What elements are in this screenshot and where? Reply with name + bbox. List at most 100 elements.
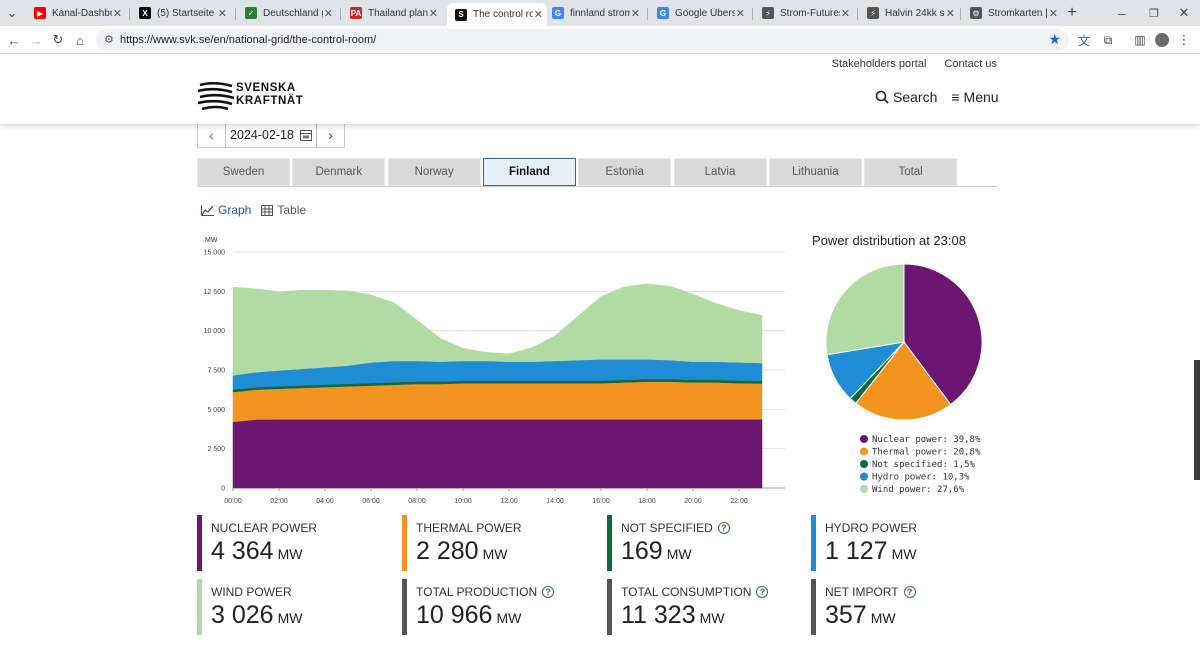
date-input[interactable]: 2024-02-18 — [226, 122, 316, 147]
tab-sweden[interactable]: Sweden — [197, 158, 290, 186]
tab-close-icon[interactable]: ✕ — [840, 7, 850, 20]
top-links: Stakeholders portal Contact us — [832, 58, 997, 70]
restore-window-button[interactable]: ❐ — [1149, 7, 1159, 20]
tab-close-icon[interactable]: ✕ — [735, 7, 745, 20]
pie-slice-nuclear-power[interactable] — [903, 263, 983, 406]
bookmark-star-icon[interactable]: ★ — [1048, 31, 1061, 47]
site-info-icon[interactable]: ⚙ — [104, 34, 114, 46]
tab-close-icon[interactable]: ✕ — [533, 9, 543, 21]
stat-label-text: NUCLEAR POWER — [211, 521, 318, 535]
tab-close-icon[interactable]: ✕ — [112, 7, 122, 20]
stat-total-production: TOTAL PRODUCTION? 10 966 MW — [402, 579, 592, 635]
tab-close-icon[interactable]: ✕ — [630, 7, 640, 20]
table-view-button[interactable]: Table — [261, 203, 306, 217]
sidepanel-icon[interactable]: ▥ — [1134, 33, 1146, 47]
logo-text-line2: KRAFTNÄT — [236, 95, 304, 107]
tab-search-icon[interactable]: ⌄ — [6, 5, 18, 20]
tab-close-icon[interactable]: ✕ — [1048, 7, 1058, 20]
y-tick-label: 15 000 — [204, 250, 226, 257]
browser-tab[interactable]: ▶ Kanal-Dashboard✕ — [26, 3, 126, 23]
next-day-button[interactable]: › — [316, 122, 344, 147]
tab-denmark[interactable]: Denmark — [292, 158, 386, 186]
tab-separator — [857, 8, 858, 20]
stat-value: 11 323 MW — [621, 601, 725, 630]
browser-tab[interactable]: ⚡ Strom-Futures 20✕ — [754, 3, 854, 23]
tab-title: Halvin 24kk sähkö — [885, 7, 945, 19]
forward-button[interactable]: → — [29, 32, 43, 48]
stat-unit: MW — [699, 610, 725, 626]
url-text[interactable]: https://www.svk.se/en/national-grid/the-… — [120, 34, 377, 46]
reload-button[interactable]: ↻ — [52, 32, 64, 47]
tab-finland[interactable]: Finland — [482, 158, 576, 186]
tab-total[interactable]: Total — [864, 158, 958, 186]
tab-favicon-icon: PA — [350, 7, 362, 19]
legend-swatch — [860, 460, 868, 468]
tab-estonia[interactable]: Estonia — [578, 158, 672, 186]
info-icon[interactable]: ? — [903, 586, 916, 598]
minimize-window-button[interactable]: – — [1118, 5, 1126, 21]
tab-lithuania[interactable]: Lithuania — [768, 158, 862, 186]
tab-favicon-icon: X — [139, 7, 151, 19]
x-tick-label: 14:00 — [546, 498, 564, 505]
previous-day-button[interactable]: ‹ — [198, 122, 226, 147]
tab-favicon-icon: ⚡ — [762, 7, 774, 19]
browser-tab[interactable]: ✓ Deutschland gew✕ — [237, 3, 337, 23]
legend-item-thermal-power: Thermal power: 20,8% — [872, 448, 981, 458]
stat-label-text: HYDRO POWER — [825, 521, 918, 535]
browser-tab[interactable]: G Google Übersetzer✕ — [649, 3, 749, 23]
translate-icon[interactable]: 文 — [1077, 33, 1090, 48]
close-window-button[interactable]: ✕ — [1178, 5, 1190, 20]
pie-slice-wind-power[interactable] — [825, 263, 905, 356]
browser-tab[interactable]: ⚙ Stromkarten | CO✕ — [962, 3, 1062, 23]
table-label: Table — [277, 203, 307, 217]
tab-title: Thailand plant er — [368, 7, 428, 19]
tab-norway[interactable]: Norway — [387, 158, 481, 186]
url-bar[interactable]: ⚙ https://www.svk.se/en/national-grid/th… — [96, 29, 1069, 51]
svenska-kraftnat-logo[interactable]: SVENSKA KRAFTNÄT — [197, 81, 303, 115]
view-toggle: Graph Table — [201, 203, 306, 217]
tab-close-icon[interactable]: ✕ — [323, 7, 333, 20]
graph-label: Graph — [218, 203, 252, 217]
menu-button[interactable]: ≡ Menu — [951, 89, 998, 105]
x-tick-label: 08:00 — [408, 498, 426, 505]
x-tick-label: 18:00 — [638, 498, 656, 505]
x-tick-label: 02:00 — [270, 498, 288, 505]
info-icon[interactable]: ? — [542, 586, 555, 598]
contact-us-link[interactable]: Contact us — [944, 58, 997, 70]
graph-view-button[interactable]: Graph — [201, 203, 251, 217]
stat-label: NOT SPECIFIED? — [621, 521, 730, 535]
browser-menu-icon[interactable]: ⋮ — [1177, 32, 1191, 47]
tab-close-icon[interactable]: ✕ — [428, 7, 438, 20]
tab-favicon-icon: S — [455, 8, 467, 21]
search-button[interactable]: Search — [875, 89, 937, 105]
profile-avatar[interactable] — [1152, 30, 1172, 50]
stat-value: 2 280 MW — [416, 537, 507, 566]
tab-latvia[interactable]: Latvia — [673, 158, 767, 186]
stat-color-bar — [197, 579, 202, 635]
browser-tab[interactable]: S The control room✕ — [447, 3, 547, 26]
stat-thermal-power: THERMAL POWER 2 280 MW — [402, 515, 592, 571]
extensions-icon[interactable]: ⧉ — [1103, 32, 1113, 47]
stat-color-bar — [607, 579, 612, 635]
stat-value-number: 169 — [621, 537, 663, 565]
browser-tab[interactable]: PA Thailand plant er✕ — [342, 3, 442, 23]
info-icon[interactable]: ? — [717, 522, 730, 534]
tab-title: Deutschland gew — [263, 7, 323, 19]
browser-tab[interactable]: ⚡ Halvin 24kk sähkö✕ — [859, 3, 959, 23]
home-button[interactable]: ⌂ — [76, 32, 84, 48]
stat-label: TOTAL CONSUMPTION? — [621, 585, 769, 599]
new-tab-button[interactable]: + — [1067, 4, 1077, 21]
pie-slice-thermal-power[interactable] — [855, 341, 952, 421]
page-scrollbar-thumb[interactable] — [1194, 360, 1200, 480]
back-button[interactable]: ← — [7, 32, 21, 48]
browser-tab[interactable]: X (5) Startseite / X✕ — [131, 3, 231, 23]
tab-close-icon[interactable]: ✕ — [217, 7, 227, 20]
stakeholders-portal-link[interactable]: Stakeholders portal — [831, 58, 927, 70]
y-axis-unit-label: MW — [205, 237, 218, 244]
info-icon[interactable]: ? — [756, 586, 769, 598]
calendar-icon[interactable] — [299, 129, 312, 141]
date-value: 2024-02-18 — [230, 127, 294, 142]
stat-wind-power: WIND POWER 3 026 MW — [197, 579, 387, 635]
tab-close-icon[interactable]: ✕ — [945, 7, 955, 20]
